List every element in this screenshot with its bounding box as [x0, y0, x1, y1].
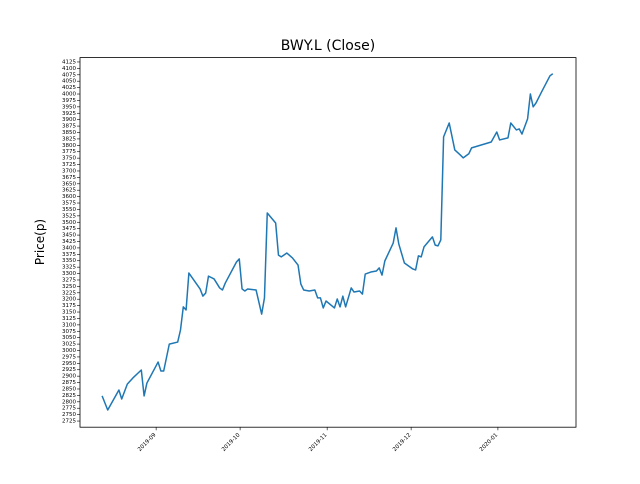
y-tick-label: 3825	[62, 136, 76, 142]
x-tick-label: 2020-01	[479, 432, 499, 452]
y-tick-label: 4000	[62, 92, 76, 98]
price-line	[101, 73, 554, 411]
y-tick-label: 3750	[62, 156, 76, 162]
y-tick-label: 3900	[62, 117, 76, 123]
y-tick-label: 3700	[62, 168, 76, 174]
y-tick-label: 4050	[62, 79, 76, 85]
y-axis-label: Price(p)	[33, 219, 47, 265]
y-tick-label: 4075	[62, 72, 76, 78]
y-tick-label: 3300	[62, 271, 76, 277]
y-tick-label: 3675	[62, 175, 76, 181]
plot-frame	[79, 57, 577, 428]
y-tick-label: 2925	[62, 367, 76, 373]
y-tick-label: 3250	[62, 284, 76, 290]
y-tick-label: 2950	[62, 361, 76, 367]
y-tick-label: 3350	[62, 258, 76, 264]
y-tick-label: 3050	[62, 335, 76, 341]
y-tick-label: 3125	[62, 316, 76, 322]
x-tick-label: 2019-11	[308, 432, 328, 452]
y-tick-label: 2825	[62, 393, 76, 399]
y-tick-label: 3875	[62, 124, 76, 130]
y-tick-label: 2725	[62, 419, 76, 425]
y-tick-label: 3175	[62, 303, 76, 309]
y-tick-label: 4025	[62, 85, 76, 91]
y-tick-label: 2800	[62, 399, 76, 405]
y-tick-label: 3550	[62, 207, 76, 213]
y-tick-label: 3450	[62, 233, 76, 239]
y-tick-label: 3425	[62, 239, 76, 245]
y-tick-label: 3150	[62, 310, 76, 316]
y-tick-label: 3075	[62, 329, 76, 335]
y-tick-label: 4100	[62, 66, 76, 72]
y-tick-label: 3500	[62, 220, 76, 226]
y-tick-label: 3925	[62, 111, 76, 117]
y-tick-label: 2975	[62, 354, 76, 360]
y-tick-label: 3650	[62, 181, 76, 187]
y-tick-label: 3325	[62, 265, 76, 271]
y-tick-label: 3800	[62, 143, 76, 149]
y-tick-label: 2850	[62, 386, 76, 392]
y-tick-label: 3375	[62, 252, 76, 258]
y-tick-label: 3025	[62, 342, 76, 348]
y-tick-label: 2875	[62, 380, 76, 386]
y-tick-label: 3850	[62, 130, 76, 136]
y-tick-label: 3475	[62, 226, 76, 232]
y-tick-label: 2750	[62, 412, 76, 418]
y-tick-label: 3950	[62, 104, 76, 110]
y-tick-label: 2900	[62, 374, 76, 380]
x-tick-label: 2019-10	[221, 432, 242, 453]
y-tick-label: 3600	[62, 194, 76, 200]
y-tick-label: 3225	[62, 290, 76, 296]
x-tick-label: 2019-12	[392, 432, 412, 452]
y-tick-label: 3200	[62, 297, 76, 303]
y-tick-label: 2775	[62, 406, 76, 412]
y-tick-label: 3000	[62, 348, 76, 354]
chart-title: BWY.L (Close)	[281, 38, 375, 54]
y-tick-label: 3400	[62, 245, 76, 251]
y-tick-label: 3100	[62, 322, 76, 328]
y-tick-label: 3725	[62, 162, 76, 168]
x-tick-label: 2019-09	[137, 432, 158, 453]
y-tick-label: 3775	[62, 149, 76, 155]
y-tick-label: 3525	[62, 213, 76, 219]
y-tick-label: 3275	[62, 277, 76, 283]
y-tick-label: 4125	[62, 59, 76, 65]
y-tick-label: 3625	[62, 188, 76, 194]
y-tick-label: 3575	[62, 201, 76, 207]
y-tick-label: 3975	[62, 98, 76, 104]
